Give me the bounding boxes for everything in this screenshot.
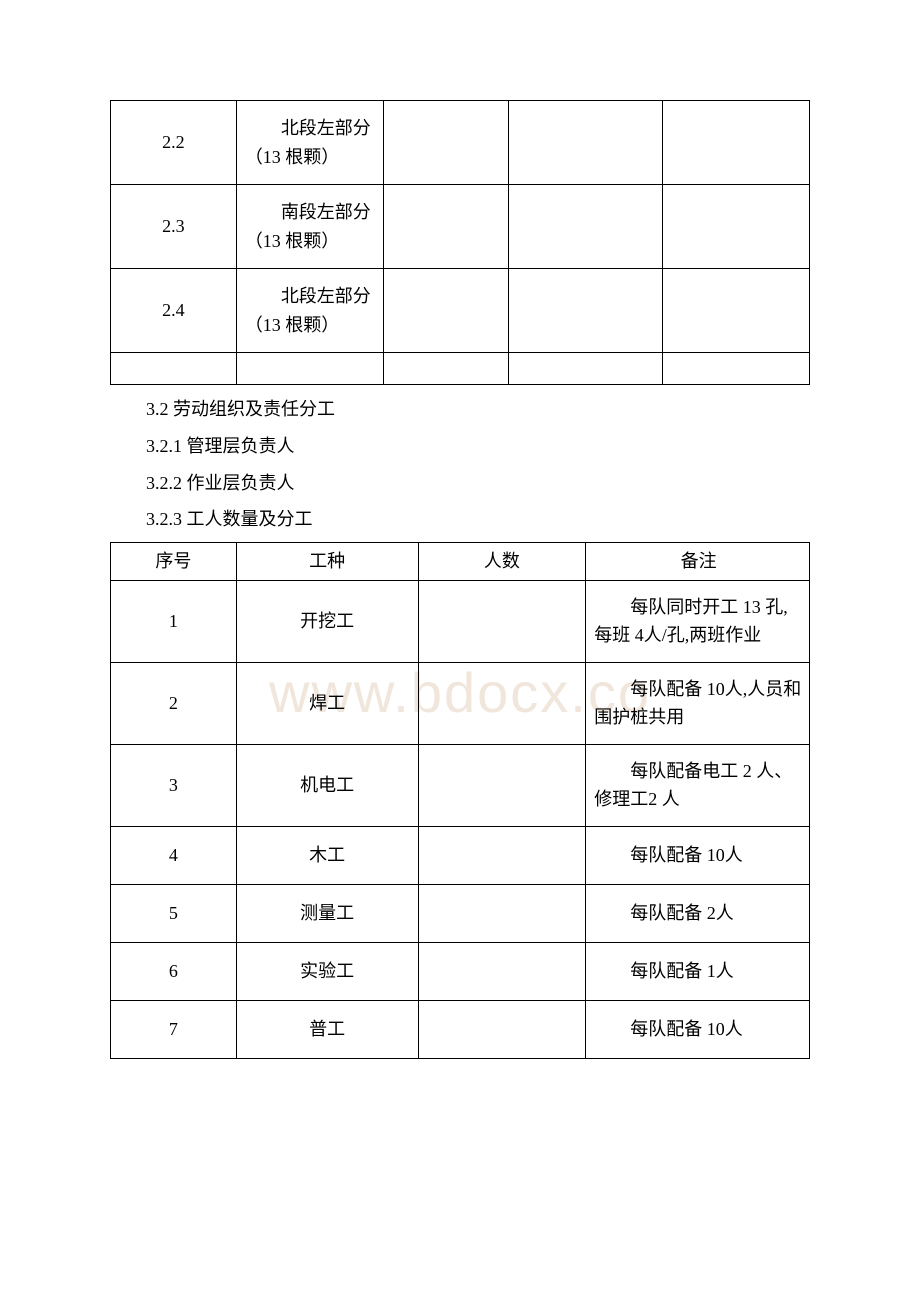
cell-seq: 4 [111, 826, 237, 884]
cell-empty [383, 185, 509, 269]
content-layer: 2.2 北段左部分（13 根颗） 2.3 南段左部分（13 根颗） 2.4 北段… [110, 100, 810, 1059]
table-row: 4 木工 每队配备 10人 [111, 826, 810, 884]
cell-note-text: 每队配备 10人 [594, 841, 803, 870]
cell-count [418, 580, 586, 662]
cell-count [418, 884, 586, 942]
table-row: 2 焊工 每队配备 10人,人员和围护桩共用 [111, 662, 810, 744]
header-seq: 序号 [111, 543, 237, 581]
cell-note-text: 每队配备电工 2 人、修理工2 人 [594, 757, 803, 815]
table-row: 3 机电工 每队配备电工 2 人、修理工2 人 [111, 744, 810, 826]
cell-desc: 北段左部分（13 根颗） [236, 269, 383, 353]
cell-seq: 2.3 [111, 185, 237, 269]
cell-note: 每队配备电工 2 人、修理工2 人 [586, 744, 810, 826]
cell-empty [509, 353, 663, 385]
cell-type: 焊工 [236, 662, 418, 744]
cell-type: 测量工 [236, 884, 418, 942]
cell-note: 每队配备 2人 [586, 884, 810, 942]
header-note: 备注 [586, 543, 810, 581]
cell-note: 每队配备 10人 [586, 826, 810, 884]
section-heading: 3.2.1 管理层负责人 [146, 432, 810, 461]
section-heading: 3.2 劳动组织及责任分工 [146, 395, 810, 424]
cell-empty [383, 101, 509, 185]
cell-empty [663, 185, 810, 269]
cell-note-text: 每队配备 1人 [594, 957, 803, 986]
cell-seq: 6 [111, 942, 237, 1000]
cell-empty [509, 269, 663, 353]
cell-type: 实验工 [236, 942, 418, 1000]
cell-note-text: 每队配备 10人,人员和围护桩共用 [594, 675, 803, 733]
cell-desc: 南段左部分（13 根颗） [236, 185, 383, 269]
cell-empty [383, 269, 509, 353]
cell-desc-text: 北段左部分（13 根颗） [245, 114, 377, 172]
cell-empty [663, 269, 810, 353]
cell-seq: 2 [111, 662, 237, 744]
cell-empty [111, 353, 237, 385]
table-row: 1 开挖工 每队同时开工 13 孔,每班 4人/孔,两班作业 [111, 580, 810, 662]
cell-note: 每队配备 10人 [586, 1000, 810, 1058]
cell-note-text: 每队配备 2人 [594, 899, 803, 928]
header-type: 工种 [236, 543, 418, 581]
cell-empty [509, 185, 663, 269]
cell-note: 每队配备 1人 [586, 942, 810, 1000]
cell-seq: 1 [111, 580, 237, 662]
cell-type: 普工 [236, 1000, 418, 1058]
section-heading: 3.2.3 工人数量及分工 [146, 505, 810, 534]
cell-seq: 5 [111, 884, 237, 942]
section-heading: 3.2.2 作业层负责人 [146, 469, 810, 498]
cell-type: 开挖工 [236, 580, 418, 662]
table-header-row: 序号 工种 人数 备注 [111, 543, 810, 581]
table-sections: 2.2 北段左部分（13 根颗） 2.3 南段左部分（13 根颗） 2.4 北段… [110, 100, 810, 385]
cell-type: 机电工 [236, 744, 418, 826]
cell-seq: 2.2 [111, 101, 237, 185]
table-row: 7 普工 每队配备 10人 [111, 1000, 810, 1058]
table-row: 2.4 北段左部分（13 根颗） [111, 269, 810, 353]
cell-empty [509, 101, 663, 185]
cell-desc: 北段左部分（13 根颗） [236, 101, 383, 185]
cell-seq: 2.4 [111, 269, 237, 353]
cell-count [418, 1000, 586, 1058]
cell-desc-text: 北段左部分（13 根颗） [245, 282, 377, 340]
cell-note-text: 每队配备 10人 [594, 1015, 803, 1044]
table-row: 2.3 南段左部分（13 根颗） [111, 185, 810, 269]
cell-empty [663, 101, 810, 185]
table-row: 6 实验工 每队配备 1人 [111, 942, 810, 1000]
cell-note: 每队同时开工 13 孔,每班 4人/孔,两班作业 [586, 580, 810, 662]
cell-note: 每队配备 10人,人员和围护桩共用 [586, 662, 810, 744]
cell-count [418, 826, 586, 884]
table-row [111, 353, 810, 385]
cell-seq: 7 [111, 1000, 237, 1058]
cell-count [418, 662, 586, 744]
table-workers: 序号 工种 人数 备注 1 开挖工 每队同时开工 13 孔,每班 4人/孔,两班… [110, 542, 810, 1059]
cell-type: 木工 [236, 826, 418, 884]
cell-empty [663, 353, 810, 385]
cell-count [418, 942, 586, 1000]
cell-note-text: 每队同时开工 13 孔,每班 4人/孔,两班作业 [594, 593, 803, 651]
cell-empty [383, 353, 509, 385]
cell-desc-text: 南段左部分（13 根颗） [245, 198, 377, 256]
cell-seq: 3 [111, 744, 237, 826]
cell-count [418, 744, 586, 826]
table-row: 2.2 北段左部分（13 根颗） [111, 101, 810, 185]
cell-empty [236, 353, 383, 385]
table-row: 5 测量工 每队配备 2人 [111, 884, 810, 942]
header-count: 人数 [418, 543, 586, 581]
